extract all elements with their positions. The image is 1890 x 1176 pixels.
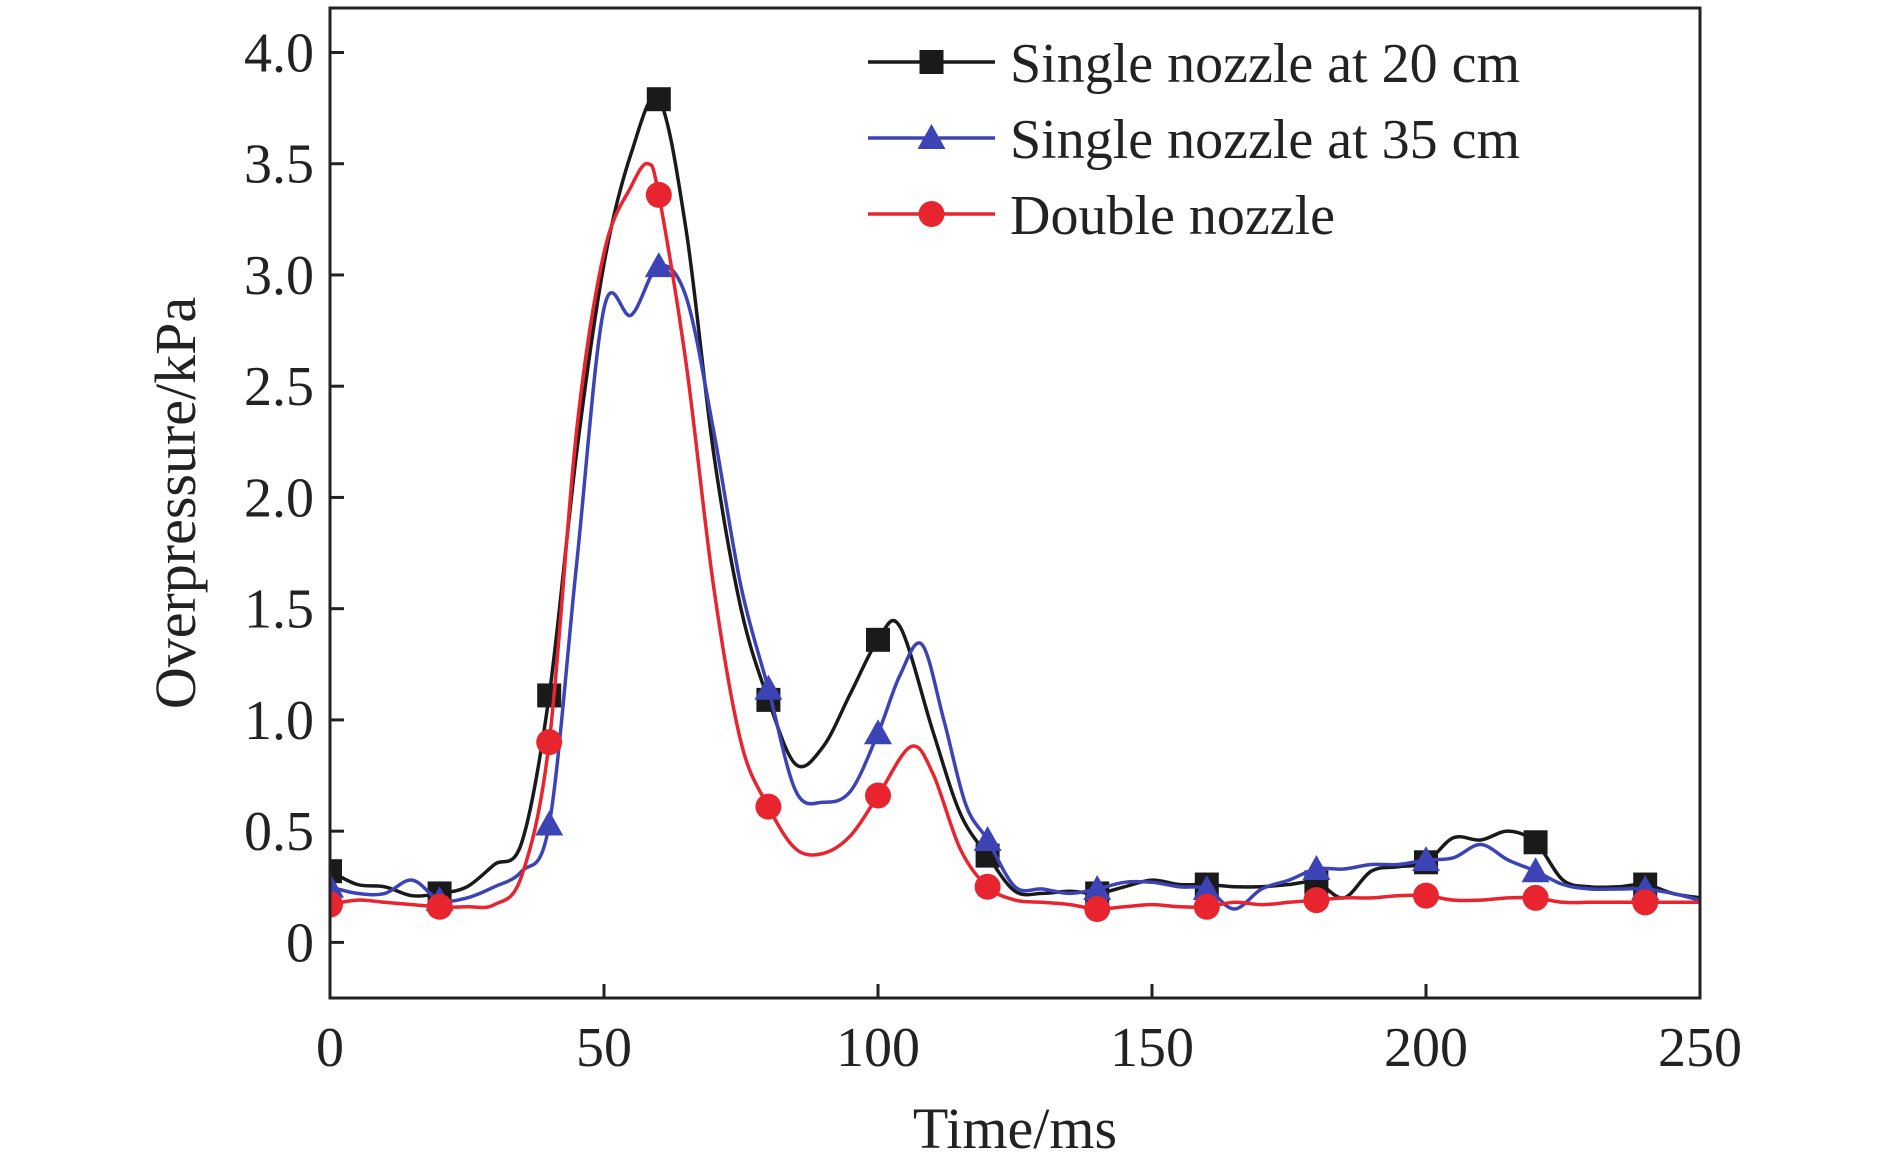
- x-tick-label-6: 250: [1658, 1017, 1742, 1079]
- legend-marker-1: [919, 50, 944, 74]
- y-tick-label-7: 3.0: [244, 245, 314, 307]
- series-1-point-12: [1523, 830, 1548, 855]
- legend-entry-2: Single nozzle at 35 cm: [868, 109, 1520, 171]
- series-2-point-6: [864, 719, 892, 745]
- y-tick-label-9: 4.0: [244, 22, 314, 84]
- y-axis-ticks: 0 0.5 1.0 1.5 2.0 2.5 3.0 3.5 4.0: [244, 22, 344, 974]
- legend-label-3: Double nozzle: [1010, 185, 1335, 247]
- x-tick-label-4: 150: [1110, 1017, 1194, 1079]
- series-3-point-2: [426, 893, 453, 920]
- series-2-point-12: [1521, 857, 1550, 883]
- legend-label-2: Single nozzle at 35 cm: [1010, 109, 1520, 171]
- series-3-point-5: [755, 793, 782, 820]
- series-3-point-4: [645, 181, 672, 208]
- series-1-line: [330, 95, 1700, 900]
- series-3-point-11: [1413, 882, 1439, 909]
- series-3-point-12: [1522, 884, 1549, 911]
- plot-series: [330, 87, 1700, 923]
- series-2-point-1: [330, 872, 344, 898]
- y-tick-label-5: 2.0: [244, 467, 314, 529]
- series-2-point-9: [1192, 875, 1221, 900]
- series-3-point-7: [974, 873, 1001, 900]
- x-tick-label-1: 0: [316, 1017, 344, 1079]
- series-3-point-3: [536, 729, 563, 756]
- legend-entry-1: Single nozzle at 20 cm: [868, 33, 1520, 95]
- y-tick-label-1: 0: [286, 912, 314, 974]
- series-2-point-11: [1412, 846, 1440, 872]
- series-2-point-10: [1302, 855, 1331, 880]
- x-axis-title: Time/ms: [913, 1096, 1117, 1161]
- series-2-point-7: [973, 826, 1002, 851]
- y-tick-label-8: 3.5: [244, 134, 314, 196]
- series-1-point-4: [646, 87, 671, 112]
- y-tick-label-6: 2.5: [244, 356, 314, 418]
- x-tick-label-2: 50: [576, 1017, 632, 1079]
- legend-marker-2: [917, 124, 946, 149]
- series-2-point-8: [1083, 875, 1112, 900]
- series-3: [330, 161, 1700, 923]
- series-3-point-9: [1193, 893, 1220, 920]
- series-3-point-6: [865, 782, 891, 809]
- plot-frame: [328, 6, 1702, 1000]
- series-3-point-1: [330, 891, 343, 918]
- x-axis-ticks: 0 50 100 150 200 250: [316, 984, 1742, 1079]
- y-axis-title: Overpressure/kPa: [143, 297, 208, 709]
- series-1-point-3: [537, 683, 562, 708]
- legend-entry-3: Double nozzle: [868, 185, 1335, 247]
- series-3-line: [330, 161, 1700, 911]
- series-1-point-1: [330, 859, 342, 884]
- legend: Single nozzle at 20 cm Single nozzle at 3…: [868, 33, 1520, 247]
- legend-marker-3: [918, 201, 945, 227]
- series-1-point-6: [866, 627, 890, 652]
- series-2-point-3: [535, 810, 564, 836]
- series-3-point-8: [1084, 896, 1111, 923]
- series-3-point-13: [1632, 889, 1659, 916]
- series-2-point-5: [754, 674, 783, 700]
- y-tick-label-3: 1.0: [244, 690, 314, 752]
- series-3-point-10: [1303, 887, 1330, 914]
- x-tick-label-5: 200: [1384, 1017, 1468, 1079]
- y-tick-label-4: 1.5: [244, 579, 314, 641]
- series-2-line: [330, 263, 1700, 911]
- legend-label-1: Single nozzle at 20 cm: [1010, 33, 1520, 95]
- x-tick-label-3: 100: [836, 1017, 920, 1079]
- series-2-point-4: [644, 252, 673, 278]
- y-tick-label-2: 0.5: [244, 801, 314, 863]
